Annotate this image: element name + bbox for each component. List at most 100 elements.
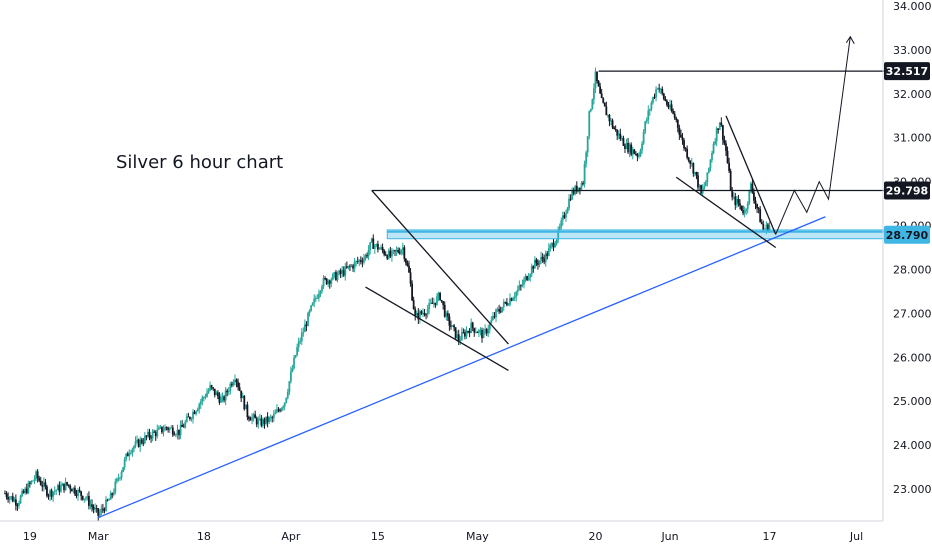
candle-body (30, 480, 33, 484)
candle-body (415, 312, 418, 316)
candle-body (723, 139, 726, 144)
candle-body (143, 435, 146, 443)
candle-body (142, 442, 145, 444)
candle-body (147, 431, 149, 437)
candle-body (474, 332, 477, 334)
candle-body (176, 429, 179, 435)
candle-body (274, 412, 277, 415)
candle-body (482, 330, 485, 339)
candle-body (662, 93, 665, 100)
candle-body (212, 387, 215, 389)
x-tick-label: 20 (588, 530, 602, 543)
x-tick-label: Jul (849, 530, 863, 543)
candle-body (128, 453, 131, 457)
candle-body (448, 316, 451, 326)
candle-body (56, 485, 59, 491)
candle-body (248, 416, 250, 420)
candle-body (314, 298, 317, 300)
candle-body (751, 183, 754, 193)
candle-body (5, 493, 8, 497)
candle-body (167, 427, 170, 430)
candle-body (67, 484, 70, 486)
candle-body (697, 175, 699, 188)
candle-body (206, 392, 208, 397)
candle-body (353, 261, 356, 269)
candle-body (630, 144, 633, 155)
candle-body (140, 439, 143, 443)
x-tick-label: 15 (371, 530, 385, 543)
candle-body (411, 283, 414, 301)
candle-body (221, 396, 224, 398)
x-tick-label: Mar (88, 530, 109, 543)
candle-body (473, 327, 476, 333)
candle-body (165, 427, 168, 428)
candle-body (243, 395, 246, 410)
candle-body (262, 419, 264, 426)
candle-body (499, 311, 502, 313)
candle-body (456, 334, 459, 339)
candle-body (391, 250, 393, 257)
candle-body (425, 314, 427, 316)
candle-body (638, 156, 640, 157)
candle-body (268, 417, 271, 423)
candle-body (349, 265, 351, 267)
candle-body (272, 414, 275, 419)
candle-body (384, 254, 387, 256)
candle-body (187, 416, 190, 418)
candle-body (238, 387, 241, 391)
candle-body (599, 86, 602, 94)
candle-body (694, 172, 696, 174)
candle-body (101, 508, 104, 510)
candle-body (467, 331, 469, 332)
candle-body (745, 209, 748, 211)
candle-body (645, 119, 648, 122)
candle-body (628, 144, 631, 153)
candle-body (594, 71, 597, 89)
candle-body (676, 119, 679, 128)
candle-body (653, 97, 656, 98)
candle-body (530, 266, 533, 275)
candle-body (543, 258, 546, 263)
candle-body (156, 429, 159, 437)
candle-body (122, 467, 124, 473)
candle-body (308, 310, 311, 314)
candle-body (27, 483, 30, 494)
candle-body (440, 299, 443, 302)
candle-body (77, 489, 79, 496)
candle-body (80, 491, 83, 496)
candle-body (64, 482, 67, 491)
candle-body (392, 250, 395, 251)
candle-body (566, 208, 569, 214)
candle-body (547, 248, 550, 256)
candle-body (571, 190, 574, 200)
candle-body (460, 332, 463, 341)
candle-body (484, 329, 487, 331)
candle-body (597, 80, 600, 87)
candle-body (296, 347, 299, 356)
candle-body (335, 272, 337, 281)
candle-body (418, 311, 421, 320)
candle-body (49, 490, 51, 497)
candle-body (655, 89, 657, 98)
candle-body (389, 250, 392, 257)
candle-body (199, 401, 202, 405)
candle-body (100, 508, 103, 513)
price-label-text: 32.517 (886, 65, 928, 78)
candle-body (479, 330, 482, 331)
candle-body (524, 276, 527, 280)
candle-body (707, 168, 710, 173)
candle-body (611, 120, 614, 128)
candle-body (4, 493, 6, 495)
candle-body (257, 419, 260, 425)
candle-body (507, 304, 510, 306)
candle-body (179, 424, 182, 436)
candle-body (161, 426, 163, 433)
candle-body (285, 397, 288, 403)
candle-body (266, 416, 269, 423)
candle-body (400, 250, 403, 254)
candle-body (226, 390, 229, 393)
candle-body (680, 134, 682, 138)
candle-body (428, 303, 431, 310)
candle-body (580, 183, 583, 190)
